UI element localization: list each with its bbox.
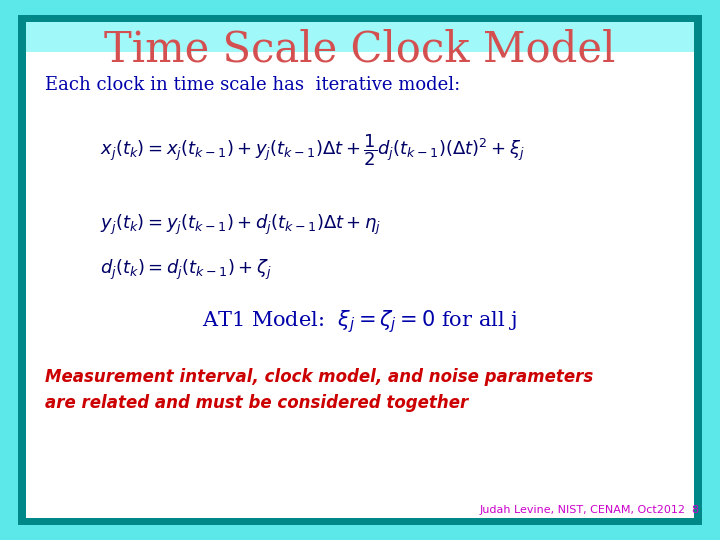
Text: AT1 Model:  $\xi_j{=}\zeta_j{=}0$ for all j: AT1 Model: $\xi_j{=}\zeta_j{=}0$ for all… <box>202 308 518 335</box>
Text: $x_j(t_k) = x_j(t_{k-1}) + y_j(t_{k-1})\Delta t + \dfrac{1}{2}d_j(t_{k-1})(\Delt: $x_j(t_k) = x_j(t_{k-1}) + y_j(t_{k-1})\… <box>100 132 525 168</box>
Text: $d_j(t_k) = d_j(t_{k-1}) + \zeta_j$: $d_j(t_k) = d_j(t_{k-1}) + \zeta_j$ <box>100 258 271 282</box>
Text: Measurement interval, clock model, and noise parameters
are related and must be : Measurement interval, clock model, and n… <box>45 368 593 412</box>
Text: Time Scale Clock Model: Time Scale Clock Model <box>104 28 616 70</box>
FancyBboxPatch shape <box>18 15 702 525</box>
FancyBboxPatch shape <box>26 22 694 52</box>
Text: Each clock in time scale has  iterative model:: Each clock in time scale has iterative m… <box>45 76 460 94</box>
Text: Judah Levine, NIST, CENAM, Oct2012  8: Judah Levine, NIST, CENAM, Oct2012 8 <box>480 505 700 515</box>
FancyBboxPatch shape <box>26 22 694 518</box>
Text: $y_j(t_k) = y_j(t_{k-1}) + d_j(t_{k-1})\Delta t + \eta_j$: $y_j(t_k) = y_j(t_{k-1}) + d_j(t_{k-1})\… <box>100 213 382 237</box>
